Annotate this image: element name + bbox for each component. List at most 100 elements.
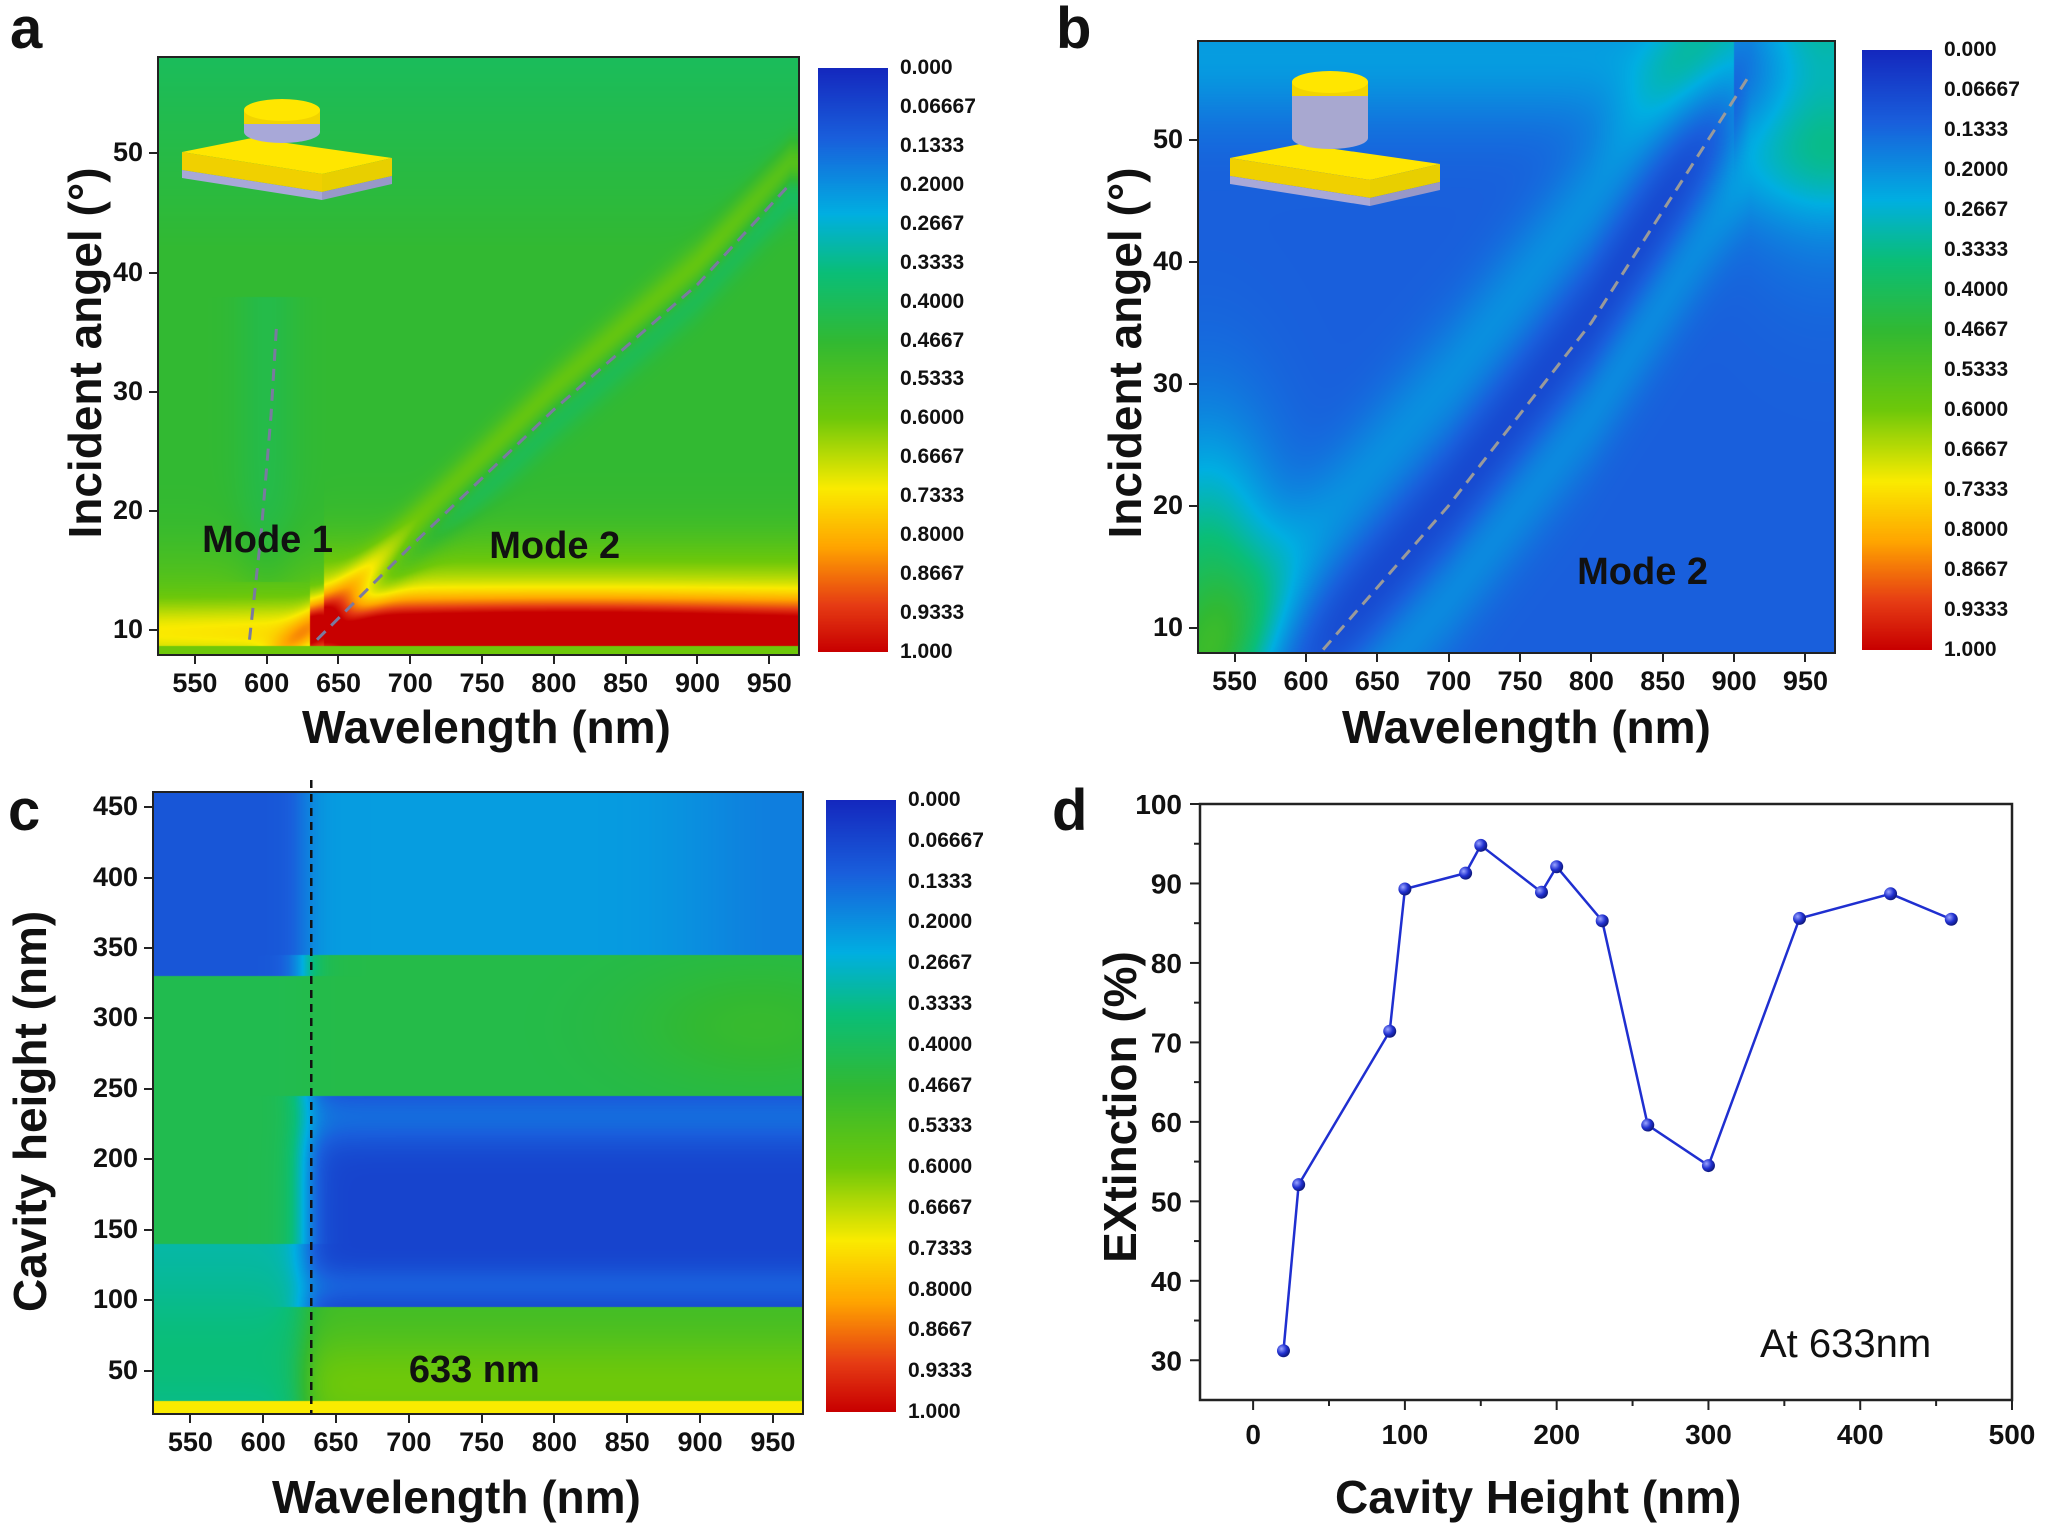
y-tick-label: 50 xyxy=(1151,1186,1182,1217)
y-tick-label: 50 xyxy=(107,1354,138,1385)
x-tick-mark xyxy=(407,1413,410,1423)
colorbar-label: 0.6667 xyxy=(900,445,965,469)
x-tick-mark xyxy=(193,654,196,664)
y-tick-mark xyxy=(144,1087,154,1090)
data-point xyxy=(1550,860,1564,874)
x-tick-label: 650 xyxy=(315,668,362,698)
x-tick-label: 900 xyxy=(677,1427,723,1457)
x-tick-label: 400 xyxy=(1837,1419,1884,1450)
x-tick-mark xyxy=(768,654,771,664)
data-point xyxy=(1595,914,1609,928)
colorbar-label: 0.06667 xyxy=(1944,78,2020,101)
pillar-bottom xyxy=(1292,127,1368,149)
colorbar-label: 0.6000 xyxy=(908,1155,973,1179)
x-tick-mark xyxy=(335,1413,338,1423)
overlay-a xyxy=(248,182,792,641)
y-tick-mark xyxy=(144,1299,154,1302)
x-tick-label: 950 xyxy=(1782,666,1828,696)
x-tick-mark xyxy=(1733,652,1736,662)
heatmap-c-plot xyxy=(154,793,802,1413)
y-tick-label: 400 xyxy=(92,861,138,892)
y-tick-label: 200 xyxy=(92,1143,138,1174)
colorbar-label: 0.5333 xyxy=(900,367,965,391)
colorbar-label: 1.000 xyxy=(900,640,953,663)
y-tick-label: 50 xyxy=(1152,123,1183,154)
colorbar-label: 0.000 xyxy=(908,788,961,811)
data-point xyxy=(1793,911,1807,925)
panel-letter-b: b xyxy=(1056,0,1092,61)
data-point xyxy=(1398,882,1412,896)
colorbar-label: 0.3333 xyxy=(900,250,965,274)
y-tick-label: 250 xyxy=(92,1072,138,1103)
colorbar-label: 0.2667 xyxy=(908,951,973,975)
y-tick-label: 30 xyxy=(1151,1345,1182,1376)
colorbar-label: 0.2000 xyxy=(908,910,973,934)
x-tick-label: 200 xyxy=(1533,1419,1580,1450)
x-tick-label: 850 xyxy=(604,1427,650,1457)
y-tick-mark xyxy=(1189,626,1199,629)
colorbar-label: 0.4000 xyxy=(908,1032,973,1056)
data-point xyxy=(1292,1178,1306,1192)
x-tick-mark xyxy=(481,654,484,664)
annotation-mode-2: Mode 2 xyxy=(489,524,621,567)
x-tick-label: 900 xyxy=(1711,666,1757,696)
y-tick-mark xyxy=(144,1017,154,1020)
data-point xyxy=(1383,1024,1397,1038)
colorbar-label: 0.2000 xyxy=(1944,158,2009,181)
y-tick-mark xyxy=(1189,260,1199,263)
colorbar-label: 0.8000 xyxy=(908,1277,973,1301)
y-tick-mark xyxy=(144,1228,154,1231)
y-tick-label: 450 xyxy=(92,791,138,822)
plot-frame-c xyxy=(152,791,804,1415)
y-tick-mark xyxy=(149,509,159,512)
overlay-b xyxy=(1321,71,1753,651)
x-tick-mark xyxy=(699,1413,702,1423)
data-point xyxy=(1276,1344,1290,1358)
y-tick-mark xyxy=(144,876,154,879)
colorbar-label: 0.7333 xyxy=(908,1236,973,1260)
colorbar-label: 1.000 xyxy=(1944,638,1997,661)
x-tick-mark xyxy=(1376,652,1379,662)
x-tick-mark xyxy=(480,1413,483,1423)
x-tick-label: 600 xyxy=(244,668,290,698)
y-tick-mark xyxy=(144,1369,154,1372)
x-tick-mark xyxy=(1447,652,1450,662)
x-tick-label: 100 xyxy=(1382,1419,1429,1450)
y-tick-label: 150 xyxy=(92,1213,138,1244)
data-point xyxy=(1474,838,1488,852)
base-top xyxy=(182,138,392,174)
y-tick-mark xyxy=(1189,382,1199,385)
y-tick-label: 50 xyxy=(112,137,143,168)
x-tick-mark xyxy=(337,654,340,664)
y-tick-label: 30 xyxy=(112,375,143,406)
annotation-at-633nm: At 633nm xyxy=(1760,1322,1932,1366)
x-tick-label: 750 xyxy=(459,668,505,698)
pillar-top xyxy=(1292,71,1368,93)
x-tick-label: 300 xyxy=(1685,1419,1732,1450)
y-tick-label: 100 xyxy=(1135,789,1182,820)
y-tick-mark xyxy=(149,152,159,155)
colorbar-label: 0.1333 xyxy=(900,133,965,157)
y-tick-label: 10 xyxy=(112,614,143,645)
x-tick-label: 700 xyxy=(387,668,433,698)
x-axis-title-b: Wavelength (nm) xyxy=(1342,701,1711,753)
base-side xyxy=(1370,164,1440,198)
y-tick-label: 40 xyxy=(112,256,143,287)
colorbar-label: 0.2667 xyxy=(1944,198,2009,221)
colorbar-label: 0.8667 xyxy=(900,562,965,586)
x-tick-label: 850 xyxy=(1640,666,1686,696)
y-tick-mark xyxy=(149,629,159,632)
colorbar-label: 0.6667 xyxy=(1944,438,2009,461)
x-tick-mark xyxy=(1804,652,1807,662)
annotation-633nm: 633 nm xyxy=(408,1348,540,1391)
x-tick-mark xyxy=(409,654,412,664)
x-axis-title-a: Wavelength (nm) xyxy=(302,701,671,753)
x-axis-title-c: Wavelength (nm) xyxy=(272,1471,641,1523)
colorbar-gradient xyxy=(1862,50,1932,650)
y-tick-mark xyxy=(144,806,154,809)
colorbar-label: 1.000 xyxy=(908,1400,961,1423)
y-tick-label: 20 xyxy=(1152,489,1183,520)
x-tick-mark xyxy=(553,1413,556,1423)
base-top xyxy=(1230,144,1440,180)
y-tick-mark xyxy=(1189,504,1199,507)
